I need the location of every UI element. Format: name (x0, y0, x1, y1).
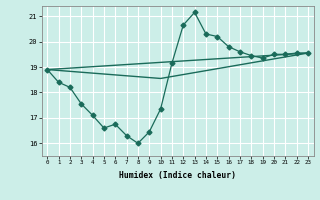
X-axis label: Humidex (Indice chaleur): Humidex (Indice chaleur) (119, 171, 236, 180)
